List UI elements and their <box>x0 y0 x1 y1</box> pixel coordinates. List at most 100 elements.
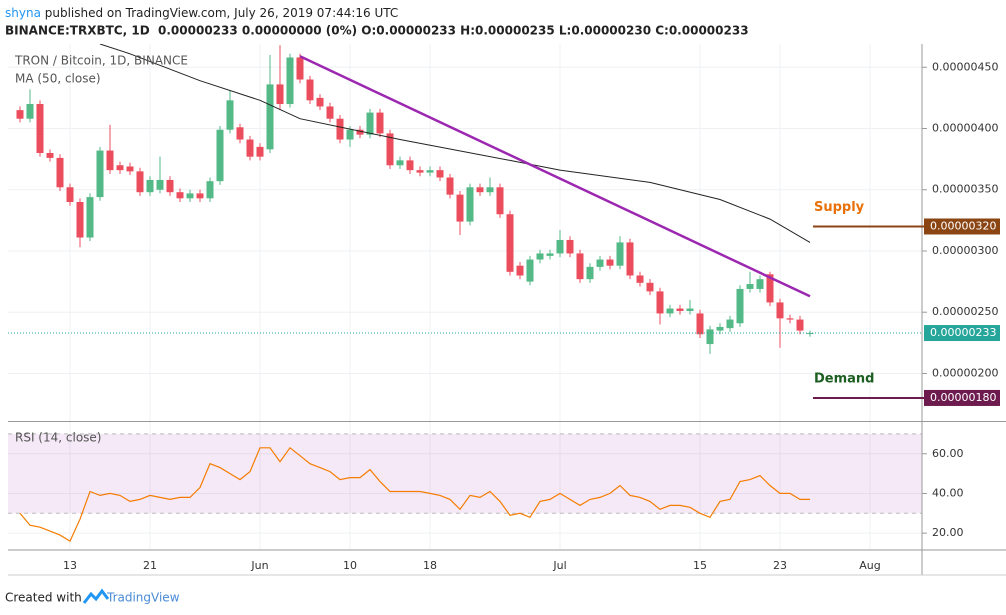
ma-line <box>99 44 811 243</box>
x-tick-label: Aug <box>859 559 880 572</box>
candle-body <box>346 129 354 140</box>
axes <box>8 44 1006 576</box>
candle-body <box>166 179 174 193</box>
x-tick-label: 15 <box>693 559 707 572</box>
candle-body <box>116 165 124 171</box>
x-tick-label: 21 <box>143 559 157 572</box>
level-name: Supply <box>814 200 865 215</box>
candle-body <box>156 179 164 190</box>
candle-body <box>96 150 104 198</box>
level-box <box>924 218 1000 235</box>
candle-body <box>376 112 384 134</box>
x-tick-label: Jun <box>250 559 268 572</box>
rsi-line <box>19 446 810 542</box>
candle-body <box>426 170 434 173</box>
candle-body <box>796 319 804 331</box>
candle-body <box>496 187 504 215</box>
candle-body <box>766 274 774 303</box>
symbol-line: BINANCE:TRXBTC, 1D 0.00000233 0.00000000… <box>5 24 749 38</box>
candle-body <box>146 179 154 193</box>
candle-body <box>606 259 614 266</box>
candle-body <box>726 319 734 329</box>
last-price-box <box>924 325 1000 342</box>
candle-body <box>266 84 274 150</box>
candle-body <box>546 253 554 256</box>
candle-body <box>326 106 334 119</box>
y-tick-label: 0.00000450 <box>932 60 998 73</box>
y-tick-label: 0.00000250 <box>932 305 998 318</box>
candle-body <box>356 129 364 135</box>
candle-body <box>626 242 634 276</box>
candle-body <box>56 157 64 188</box>
rsi-pane <box>8 433 922 542</box>
candle-body <box>286 57 294 105</box>
candle-body <box>486 187 494 193</box>
rsi-tick-label: 40.00 <box>932 486 964 499</box>
rsi-tick-label: 20.00 <box>932 526 964 539</box>
publish-line: shyna published on TradingView.com, July… <box>5 6 398 20</box>
last-price-label: 0.00000233 <box>930 326 996 339</box>
candle-body <box>556 239 564 254</box>
candle-body <box>16 110 24 119</box>
candle-body <box>696 313 704 335</box>
candle-body <box>336 118 344 140</box>
candle-body <box>386 133 394 166</box>
candle-body <box>186 193 194 199</box>
candle-body <box>526 259 534 282</box>
rsi-band <box>8 433 922 514</box>
candle-body <box>616 242 624 266</box>
candle-body <box>316 97 324 107</box>
author[interactable]: shyna <box>5 6 41 20</box>
level-price-label: 0.00000180 <box>930 391 996 404</box>
candle-body <box>396 160 404 166</box>
x-tick-label: 13 <box>63 559 77 572</box>
footer-brand[interactable]: TradingView <box>106 591 180 605</box>
candle-body <box>536 253 544 260</box>
candle-body <box>516 265 524 276</box>
candle-body <box>366 112 374 135</box>
candle-body <box>416 170 424 173</box>
rsi-tick-label: 60.00 <box>932 447 964 460</box>
grid <box>8 44 922 550</box>
candle-body <box>636 275 644 283</box>
candle-body <box>256 146 264 157</box>
x-tick-label: Jul <box>552 559 566 572</box>
candle-body <box>86 197 94 238</box>
y-tick-label: 0.00000300 <box>932 244 998 257</box>
candle-body <box>306 79 314 101</box>
candle-body <box>276 84 284 105</box>
published: published on TradingView.com, July 26, 2… <box>41 6 398 20</box>
candle-body <box>456 194 464 222</box>
x-tick-label: 23 <box>773 559 787 572</box>
x-tick-label: 10 <box>343 559 357 572</box>
candle-body <box>216 129 224 182</box>
candle-body <box>66 187 74 202</box>
candle-body <box>406 160 414 171</box>
candle-body <box>506 214 514 272</box>
candle-body <box>106 150 114 171</box>
candle-body <box>586 266 594 280</box>
level-price-label: 0.00000320 <box>930 219 996 232</box>
candle-body <box>776 302 784 319</box>
price-pane <box>8 44 922 354</box>
footer-created: Created with <box>5 591 82 605</box>
x-tick-label: 18 <box>423 559 437 572</box>
candle-body <box>566 239 574 254</box>
candle-body <box>46 153 54 158</box>
candle-body <box>136 171 144 193</box>
candle-body <box>126 166 134 172</box>
candle-body <box>746 284 754 289</box>
chart-title: TRON / Bitcoin, 1D, BINANCE <box>14 54 188 68</box>
candle-body <box>296 57 304 80</box>
candle-body <box>76 201 84 238</box>
ma-legend: MA (50, close) <box>15 72 101 86</box>
candle-body <box>36 104 44 154</box>
candle-body <box>666 308 674 314</box>
candle-body <box>656 291 664 314</box>
candle-body <box>646 282 654 292</box>
y-tick-label: 0.00000350 <box>932 183 998 196</box>
y-tick-label: 0.00000200 <box>932 366 998 379</box>
labels: 13 21 Jun 10 18 Jul 15 23 Aug 0.00000200 0.0000025… <box>63 60 1000 572</box>
candle-body <box>176 192 184 199</box>
